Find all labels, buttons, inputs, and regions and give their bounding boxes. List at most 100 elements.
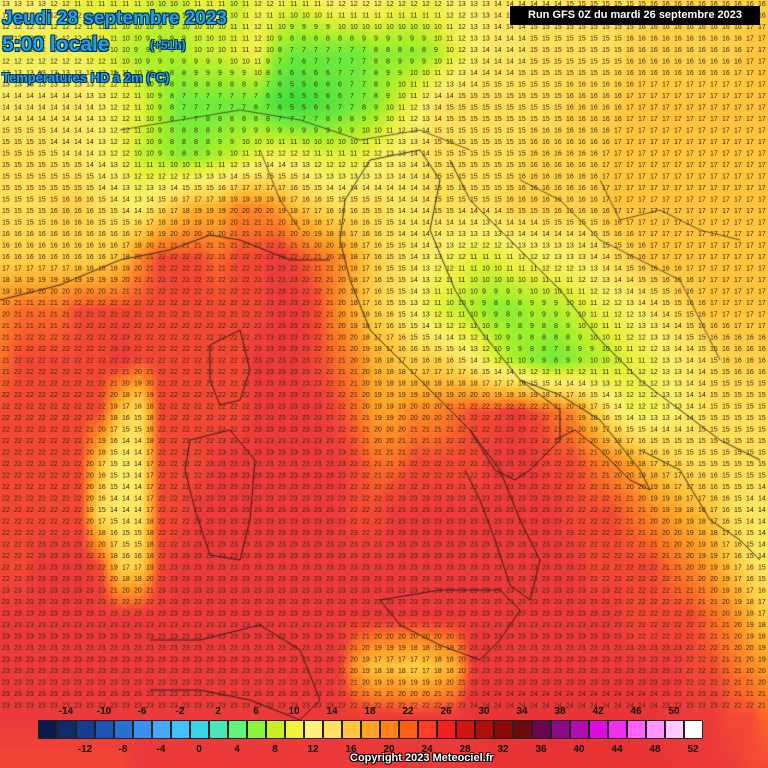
grid-temperature-value: 16 [602,105,610,112]
grid-temperature-value: 23 [302,496,310,503]
grid-temperature-value: 13 [458,231,466,238]
grid-temperature-value: 22 [686,622,694,629]
grid-temperature-value: 20 [98,289,106,296]
grid-temperature-value: 11 [242,36,249,43]
grid-temperature-value: 23 [542,473,550,480]
grid-temperature-value: 23 [290,323,298,330]
grid-temperature-value: 15 [74,162,82,169]
grid-temperature-value: 14 [554,1,562,8]
grid-temperature-value: 15 [254,174,262,181]
grid-temperature-value: 23 [374,542,382,549]
grid-temperature-value: 15 [614,47,622,54]
grid-temperature-value: 14 [74,105,82,112]
grid-temperature-value: 23 [98,611,106,618]
grid-temperature-value: 15 [758,576,766,583]
grid-temperature-value: 23 [566,680,574,687]
grid-temperature-value: 16 [686,277,694,284]
grid-temperature-value: 22 [74,312,82,319]
grid-temperature-value: 22 [374,530,382,537]
grid-temperature-value: 18 [422,381,430,388]
grid-temperature-value: 24 [566,703,574,710]
grid-temperature-value: 22 [518,404,526,411]
grid-temperature-value: 14 [674,415,682,422]
grid-temperature-value: 13 [530,243,538,250]
grid-temperature-value: 23 [62,645,70,652]
grid-temperature-value: 16 [566,151,574,158]
grid-temperature-value: 22 [74,323,82,330]
grid-temperature-value: 23 [38,565,46,572]
grid-temperature-value: 21 [110,289,118,296]
grid-temperature-value: 15 [746,404,754,411]
grid-temperature-value: 19 [290,220,298,227]
grid-temperature-value: 22 [134,346,142,353]
grid-temperature-value: 9 [218,139,222,146]
grid-temperature-value: 16 [686,289,694,296]
grid-temperature-value: 14 [674,427,682,434]
grid-temperature-value: 23 [542,565,550,572]
grid-temperature-value: 20 [422,415,430,422]
grid-temperature-value: 15 [434,185,442,192]
grid-temperature-value: 16 [386,312,394,319]
grid-temperature-value: 22 [674,634,682,641]
grid-temperature-value: 14 [494,1,502,8]
grid-temperature-value: 15 [122,220,130,227]
grid-temperature-value: 10 [134,59,142,66]
grid-temperature-value: 22 [254,266,262,273]
grid-temperature-value: 17 [626,438,634,445]
grid-temperature-value: 13 [398,139,406,146]
grid-temperature-value: 23 [242,542,250,549]
grid-temperature-value: 23 [62,553,70,560]
grid-temperature-value: 21 [722,634,730,641]
grid-temperature-value: 6 [266,93,270,100]
legend-bottom-label: 24 [421,744,432,755]
grid-temperature-value: 14 [230,174,238,181]
grid-temperature-value: 12 [110,128,118,135]
grid-temperature-value: 23 [386,588,394,595]
grid-temperature-value: 16 [86,208,94,215]
grid-temperature-value: 12 [122,105,130,112]
grid-temperature-value: 14 [518,1,526,8]
grid-temperature-value: 22 [710,645,718,652]
grid-temperature-value: 9 [554,312,558,319]
grid-temperature-value: 23 [686,703,694,710]
grid-temperature-value: 17 [722,266,730,273]
grid-temperature-value: 22 [50,496,58,503]
grid-temperature-value: 22 [206,427,214,434]
grid-temperature-value: 23 [518,645,526,652]
grid-temperature-value: 10 [458,300,466,307]
grid-temperature-value: 21 [38,300,46,307]
grid-temperature-value: 24 [482,691,490,698]
grid-temperature-value: 13 [410,300,418,307]
grid-temperature-value: 12 [422,1,430,8]
grid-temperature-value: 23 [470,565,478,572]
grid-temperature-value: 11 [242,1,249,8]
grid-temperature-value: 22 [98,346,106,353]
grid-temperature-value: 22 [182,427,190,434]
grid-temperature-value: 22 [290,254,298,261]
grid-temperature-value: 17 [50,266,58,273]
grid-temperature-value: 16 [578,105,586,112]
grid-temperature-value: 11 [218,13,225,20]
grid-temperature-value: 23 [458,576,466,583]
grid-temperature-value: 9 [206,59,210,66]
grid-temperature-value: 10 [578,323,586,330]
grid-temperature-value: 14 [578,381,586,388]
grid-temperature-value: 18 [218,197,226,204]
grid-temperature-value: 23 [458,496,466,503]
grid-temperature-value: 23 [242,668,250,675]
grid-temperature-value: 15 [494,116,502,123]
grid-temperature-value: 17 [710,151,718,158]
grid-temperature-value: 15 [626,427,634,434]
grid-temperature-value: 15 [458,128,466,135]
grid-temperature-value: 14 [110,185,118,192]
grid-temperature-value: 23 [518,553,526,560]
grid-temperature-value: 23 [170,668,178,675]
grid-temperature-value: 8 [194,139,198,146]
grid-temperature-value: 15 [458,174,466,181]
grid-temperature-value: 23 [266,427,274,434]
grid-temperature-value: 14 [758,484,766,491]
grid-temperature-value: 11 [122,13,129,20]
grid-temperature-value: 23 [494,542,502,549]
grid-temperature-value: 15 [134,415,142,422]
grid-temperature-value: 13 [326,174,334,181]
